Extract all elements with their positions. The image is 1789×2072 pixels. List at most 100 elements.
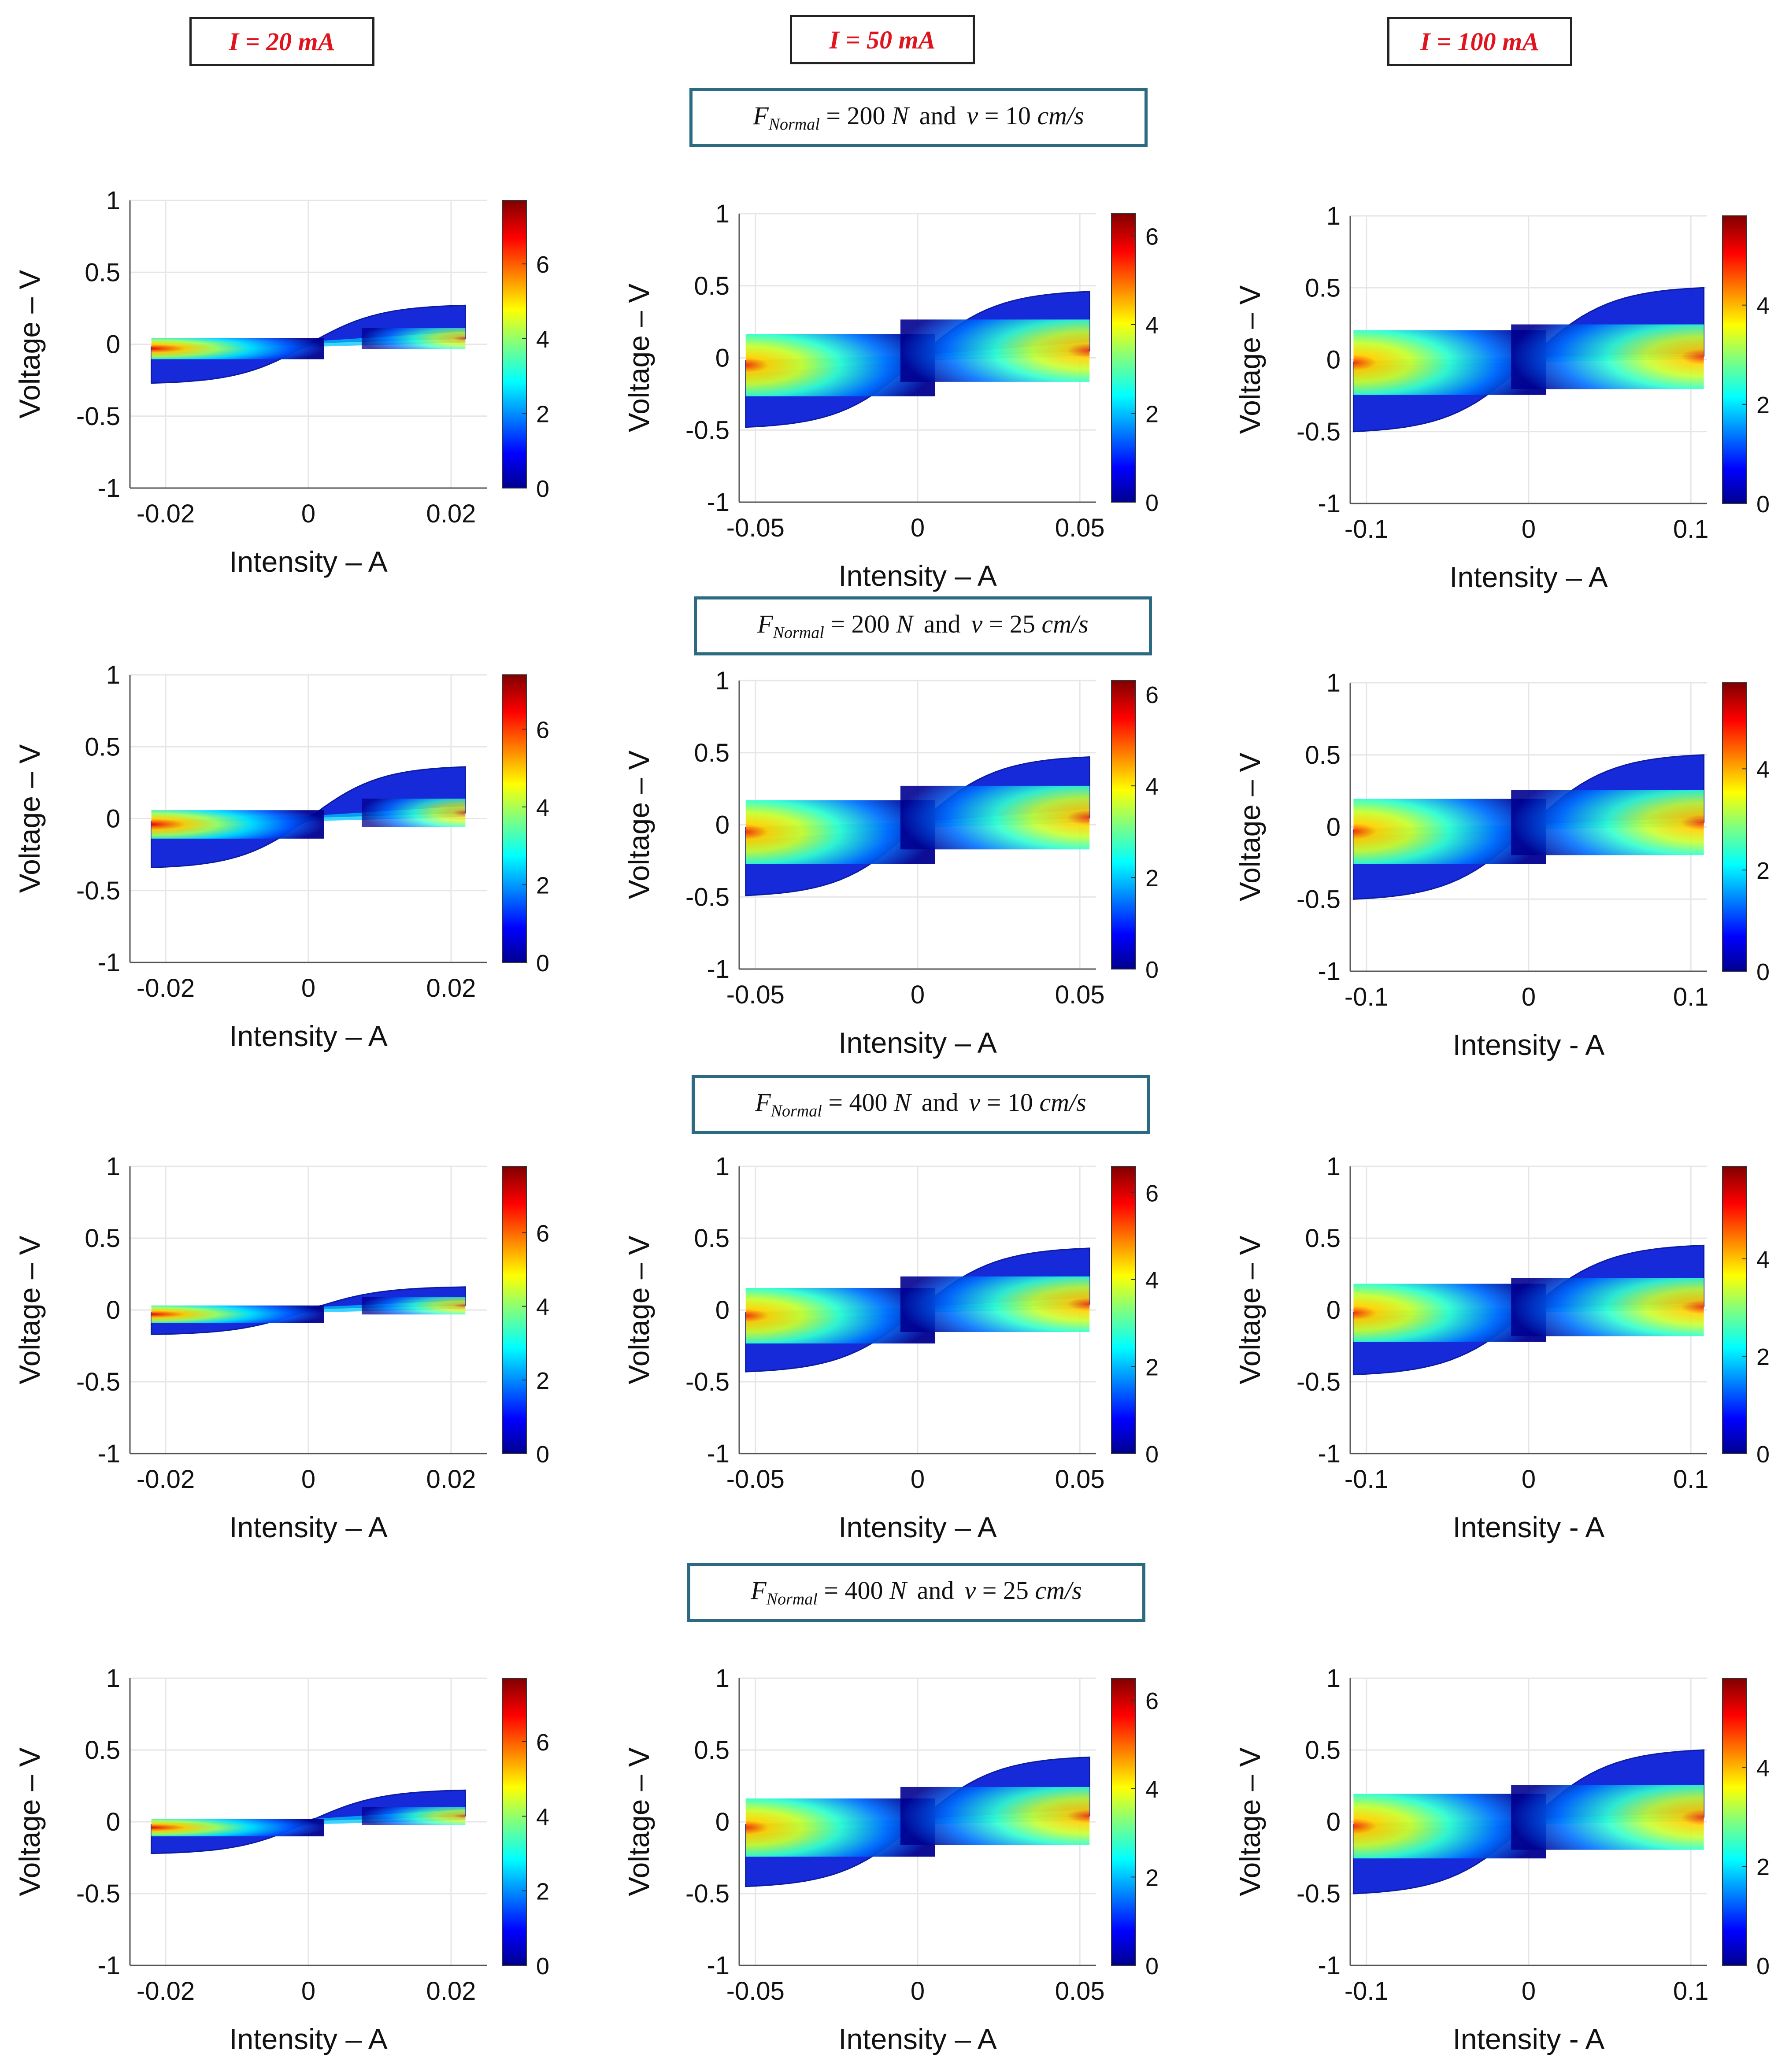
y-tick-label: 1 bbox=[715, 200, 730, 228]
x-tick-label: -0.1 bbox=[1345, 1465, 1389, 1494]
colorbar-tick-label: 0 bbox=[536, 476, 549, 502]
colorbar-tick-label: 4 bbox=[1145, 312, 1159, 339]
y-axis-title: Voltage – V bbox=[13, 1747, 46, 1896]
y-tick-label: 1 bbox=[106, 1152, 120, 1181]
cond-force-unit: N bbox=[896, 610, 913, 639]
colorbar-tick-label: 6 bbox=[1145, 223, 1159, 250]
x-tick-label: 0.02 bbox=[426, 1977, 476, 2005]
chart-panel-r3c2: -0.05 0 0.05 -1 -0.5 0 0.5 1 Intensity – A Voltag… bbox=[622, 1152, 1159, 1543]
x-tick-label: -0.1 bbox=[1345, 1977, 1389, 2005]
colorbar-tick-label: 4 bbox=[536, 795, 549, 821]
x-axis-title: Intensity - A bbox=[1453, 1511, 1605, 1543]
colorbar-tick-label: 6 bbox=[536, 1729, 549, 1756]
cond-and: and bbox=[921, 1088, 959, 1117]
chart-panel-r2c3: -0.1 0 0.1 -1 -0.5 0 0.5 1 Intensity - A Voltage … bbox=[1233, 669, 1770, 1061]
x-tick-label: 0 bbox=[911, 1465, 925, 1494]
x-tick-label: 0 bbox=[1522, 1977, 1536, 2005]
y-axis-title: Voltage – V bbox=[1233, 285, 1266, 434]
colorbar-tick-label: 4 bbox=[1756, 756, 1770, 783]
colorbar-tick-label: 0 bbox=[1145, 1953, 1159, 1980]
cond-speed-var: v bbox=[964, 1576, 976, 1605]
colorbar bbox=[502, 674, 527, 963]
x-tick-label: -0.1 bbox=[1345, 983, 1389, 1011]
cond-force-unit: N bbox=[894, 1088, 911, 1117]
y-tick-label: 0.5 bbox=[85, 1224, 120, 1253]
y-tick-label: 1 bbox=[1326, 669, 1341, 697]
y-tick-label: 0 bbox=[106, 805, 120, 833]
density-hotspot-right bbox=[1511, 324, 1704, 389]
y-tick-label: 0.5 bbox=[1305, 274, 1341, 302]
x-tick-label: 0.1 bbox=[1673, 1465, 1709, 1494]
y-tick-label: -1 bbox=[1318, 489, 1341, 518]
cond-speed-value: = 10 bbox=[984, 101, 1031, 130]
density-hotspot-right bbox=[1511, 1278, 1704, 1336]
y-tick-label: 0 bbox=[1326, 1808, 1341, 1836]
y-tick-label: 0 bbox=[1326, 813, 1341, 842]
x-tick-label: 0.1 bbox=[1673, 1977, 1709, 2005]
y-tick-label: -0.5 bbox=[685, 1368, 730, 1396]
x-tick-label: 0 bbox=[1522, 983, 1536, 1011]
density-hotspot-right bbox=[900, 319, 1090, 382]
cond-force-value: = 200 bbox=[826, 101, 885, 130]
density-hotspot-right bbox=[900, 1276, 1090, 1332]
x-tick-label: 0.05 bbox=[1055, 1977, 1105, 2005]
y-tick-label: 1 bbox=[1326, 1664, 1341, 1693]
y-tick-label: 0 bbox=[715, 811, 730, 840]
x-tick-label: 0 bbox=[301, 974, 315, 1003]
x-tick-label: -0.02 bbox=[137, 500, 195, 528]
y-tick-label: 0 bbox=[1326, 346, 1341, 374]
y-tick-label: -1 bbox=[707, 1439, 730, 1468]
chart-panel-r2c1: -0.02 0 0.02 -1 -0.5 0 0.5 1 Intensity – A Voltag… bbox=[13, 661, 549, 1052]
x-axis-title: Intensity – A bbox=[1449, 561, 1608, 593]
y-tick-label: 0.5 bbox=[1305, 741, 1341, 770]
y-tick-label: 0.5 bbox=[1305, 1736, 1341, 1765]
colorbar bbox=[1722, 1166, 1747, 1454]
y-axis-title: Voltage – V bbox=[13, 744, 46, 893]
x-tick-label: 0.05 bbox=[1055, 980, 1105, 1009]
density-hotspot-left bbox=[151, 810, 324, 839]
y-tick-label: 0.5 bbox=[1305, 1224, 1341, 1253]
colorbar-tick-label: 0 bbox=[1756, 1441, 1770, 1468]
y-tick-label: -0.5 bbox=[685, 1880, 730, 1908]
y-tick-label: 1 bbox=[1326, 202, 1341, 230]
x-tick-label: 0.05 bbox=[1055, 514, 1105, 542]
y-axis-title: Voltage – V bbox=[1233, 1236, 1266, 1384]
y-axis-title: Voltage – V bbox=[622, 284, 655, 433]
y-tick-label: 1 bbox=[106, 661, 120, 689]
x-tick-label: -0.02 bbox=[137, 1465, 195, 1494]
x-tick-label: 0 bbox=[1522, 1465, 1536, 1494]
x-tick-label: 0.02 bbox=[426, 1465, 476, 1494]
colorbar bbox=[1111, 1166, 1136, 1454]
x-tick-label: -0.05 bbox=[726, 980, 785, 1009]
colorbar-tick-label: 6 bbox=[536, 252, 549, 278]
cond-speed-value: = 25 bbox=[982, 1576, 1029, 1605]
x-tick-label: 0.05 bbox=[1055, 1465, 1105, 1494]
y-tick-label: 0 bbox=[106, 330, 120, 359]
x-tick-label: 0 bbox=[911, 980, 925, 1009]
x-axis-title: Intensity – A bbox=[838, 1026, 997, 1059]
y-axis-title: Voltage – V bbox=[622, 751, 655, 899]
chart-panel-r1c3: -0.1 0 0.1 -1 -0.5 0 0.5 1 Intensity – A Voltage … bbox=[1233, 202, 1770, 593]
y-tick-label: 0 bbox=[715, 1808, 730, 1836]
colorbar-tick-label: 0 bbox=[1145, 490, 1159, 516]
y-tick-label: 1 bbox=[106, 186, 120, 215]
cond-speed-var: v bbox=[969, 1088, 981, 1117]
cond-force-var: F bbox=[757, 610, 773, 639]
y-tick-label: -0.5 bbox=[76, 877, 120, 905]
x-tick-label: 0 bbox=[301, 500, 315, 528]
colorbar-tick-label: 4 bbox=[1756, 1755, 1770, 1781]
density-hotspot-right bbox=[362, 1807, 466, 1825]
x-tick-label: 0.02 bbox=[426, 500, 476, 528]
colorbar-tick-label: 2 bbox=[536, 1368, 549, 1394]
colorbar-tick-label: 4 bbox=[1756, 293, 1770, 319]
x-axis-title: Intensity – A bbox=[838, 559, 997, 592]
colorbar bbox=[1111, 213, 1136, 503]
y-tick-label: 0.5 bbox=[694, 1736, 730, 1765]
chart-panel-r3c1: -0.02 0 0.02 -1 -0.5 0 0.5 1 Intensity – A Voltag… bbox=[13, 1152, 549, 1543]
colorbar-tick-label: 4 bbox=[1145, 1776, 1159, 1803]
x-axis-title: Intensity - A bbox=[1453, 1029, 1605, 1061]
density-hotspot-right bbox=[1511, 1785, 1704, 1850]
y-tick-label: -0.5 bbox=[1296, 885, 1341, 914]
x-axis-title: Intensity – A bbox=[838, 1511, 997, 1543]
colorbar-tick-label: 4 bbox=[536, 326, 549, 353]
